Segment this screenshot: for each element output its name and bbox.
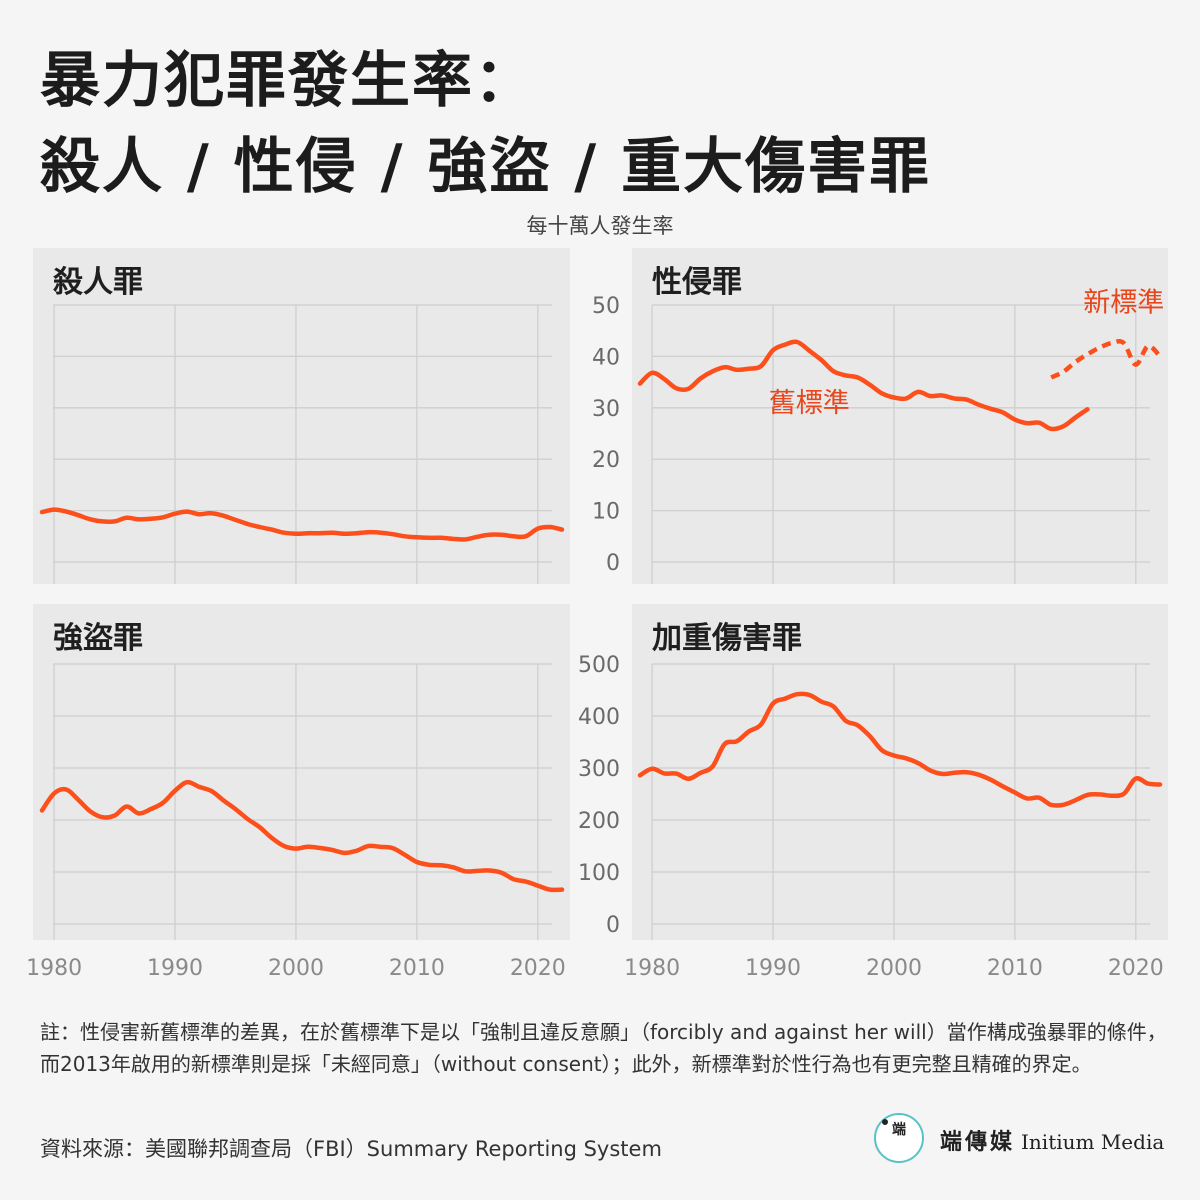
x-tick-label: 1980 — [624, 956, 680, 981]
footnote: 註：性侵害新舊標準的差異，在於舊標準下是以「強制且違反意願」（forcibly … — [40, 1020, 1167, 1076]
series-line — [637, 339, 1090, 432]
title-line-2: 殺人 / 性侵 / 強盜 / 重大傷害罪 — [40, 132, 932, 202]
x-tick-label: 1990 — [147, 956, 203, 981]
title-line-1: 暴力犯罪發生率： — [40, 46, 536, 116]
x-tick-label: 2020 — [510, 956, 566, 981]
series-label: 舊標準 — [769, 388, 850, 419]
x-tick-label: 2010 — [389, 956, 445, 981]
y-tick-label: 500 — [578, 653, 620, 678]
y-tick-label: 20 — [592, 448, 620, 473]
panel-title: 性侵罪 — [652, 265, 742, 300]
y-tick-label: 100 — [578, 861, 620, 886]
panel-background — [33, 248, 570, 584]
logo-dot — [882, 1119, 888, 1125]
panel-title: 加重傷害罪 — [652, 621, 802, 656]
panel-title: 殺人罪 — [53, 265, 143, 300]
panel-title: 強盜罪 — [53, 621, 143, 656]
logo-glyph: 端 — [892, 1122, 906, 1138]
panel-background — [632, 604, 1168, 940]
source-credit: 資料來源：美國聯邦調查局（FBI）Summary Reporting Syste… — [40, 1137, 662, 1161]
panel-background — [33, 604, 570, 940]
x-tick-label: 2000 — [268, 956, 324, 981]
y-tick-label: 400 — [578, 705, 620, 730]
publisher-name-en: Initium Media — [1021, 1130, 1165, 1154]
x-tick-label: 1990 — [745, 956, 801, 981]
publisher-name-zh: 端傳媒 — [940, 1129, 1016, 1155]
series-label: 新標準 — [1083, 287, 1164, 318]
series-line-dashed — [1050, 338, 1162, 380]
initium-logo-icon: 端 — [874, 1113, 924, 1163]
x-tick-label: 2000 — [866, 956, 922, 981]
publisher-logo: 端傳媒 Initium Media — [940, 1124, 1164, 1156]
y-tick-label: 40 — [592, 345, 620, 370]
series-line — [39, 507, 565, 542]
y-tick-label: 0 — [606, 551, 620, 576]
x-tick-label: 1980 — [26, 956, 82, 981]
y-tick-label: 0 — [606, 913, 620, 938]
series-line — [39, 779, 565, 893]
x-tick-label: 2020 — [1108, 956, 1164, 981]
series-line — [637, 691, 1163, 808]
y-tick-label: 200 — [578, 809, 620, 834]
y-tick-label: 300 — [578, 757, 620, 782]
y-tick-label: 10 — [592, 500, 620, 525]
x-tick-label: 2010 — [987, 956, 1043, 981]
y-tick-label: 50 — [592, 294, 620, 319]
chart-subtitle: 每十萬人發生率 — [526, 214, 674, 238]
y-tick-label: 30 — [592, 397, 620, 422]
